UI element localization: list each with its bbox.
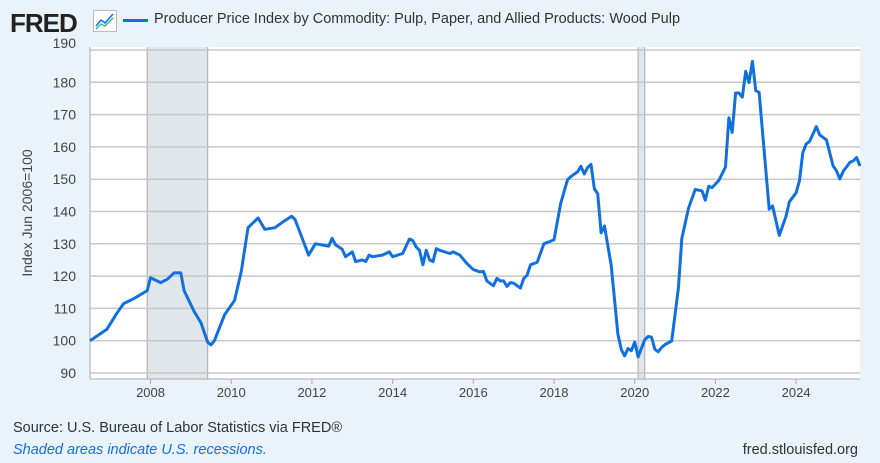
y-tick-label: 110: [54, 300, 77, 316]
y-tick-label: 150: [53, 171, 77, 187]
y-tick-label: 130: [53, 236, 77, 252]
y-tick-label: 170: [53, 107, 77, 123]
chart-title[interactable]: Producer Price Index by Commodity: Pulp,…: [154, 11, 681, 27]
x-tick-label: 2008: [136, 385, 165, 400]
y-tick-label: 90: [60, 365, 76, 381]
x-tick-label: 2010: [217, 385, 246, 400]
chart-icon[interactable]: [93, 10, 117, 32]
recession-band: [638, 47, 645, 379]
x-tick-label: 2016: [459, 385, 488, 400]
x-tick-label: 2020: [620, 385, 649, 400]
x-tick-label: 2018: [540, 385, 569, 400]
y-tick-label: 100: [53, 333, 77, 349]
x-tick-label: 2012: [297, 385, 326, 400]
y-tick-label: 160: [53, 139, 77, 155]
recession-band: [147, 47, 208, 379]
source-text: Source: U.S. Bureau of Labor Statistics …: [13, 420, 343, 436]
site-url[interactable]: fred.stlouisfed.org: [742, 442, 858, 458]
legend-swatch: [123, 19, 148, 22]
x-tick-label: 2022: [701, 385, 730, 400]
y-tick-label: 120: [53, 268, 77, 284]
recession-note[interactable]: Shaded areas indicate U.S. recessions.: [13, 442, 267, 458]
fred-logo[interactable]: FRED: [10, 8, 78, 38]
y-tick-label: 140: [53, 204, 77, 220]
y-tick-label: 180: [53, 74, 77, 90]
y-tick-label: 190: [53, 35, 77, 51]
plot-area: [90, 47, 860, 379]
x-tick-label: 2014: [378, 385, 407, 400]
x-tick-label: 2024: [782, 385, 811, 400]
